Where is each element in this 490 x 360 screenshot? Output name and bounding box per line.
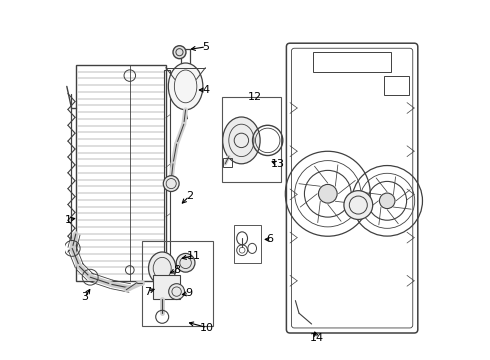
Bar	[223, 158, 232, 167]
Text: 13: 13	[270, 159, 284, 169]
Circle shape	[173, 46, 186, 59]
Text: 2: 2	[186, 191, 193, 201]
Circle shape	[379, 193, 395, 208]
Circle shape	[169, 284, 185, 300]
Circle shape	[163, 176, 179, 192]
Circle shape	[318, 184, 337, 203]
Ellipse shape	[148, 252, 176, 284]
Bar	[221, 97, 281, 182]
Text: 12: 12	[247, 92, 262, 102]
Text: 6: 6	[267, 234, 274, 244]
Bar	[314, 52, 391, 72]
Bar	[164, 70, 171, 275]
Bar	[384, 76, 409, 95]
Text: 3: 3	[81, 292, 88, 302]
Bar	[234, 225, 261, 263]
Text: 5: 5	[203, 42, 210, 52]
Bar	[153, 275, 180, 299]
Text: 1: 1	[65, 215, 72, 225]
Ellipse shape	[222, 117, 260, 164]
Circle shape	[344, 191, 373, 220]
Text: 9: 9	[186, 288, 193, 298]
Text: 10: 10	[200, 323, 214, 333]
Circle shape	[176, 253, 195, 272]
Text: 11: 11	[187, 251, 201, 261]
Bar	[143, 241, 213, 326]
Text: 8: 8	[173, 265, 180, 275]
Text: 14: 14	[310, 333, 324, 343]
Text: 4: 4	[202, 85, 210, 95]
Ellipse shape	[169, 63, 203, 110]
Bar	[76, 65, 166, 281]
Text: 7: 7	[144, 287, 151, 297]
